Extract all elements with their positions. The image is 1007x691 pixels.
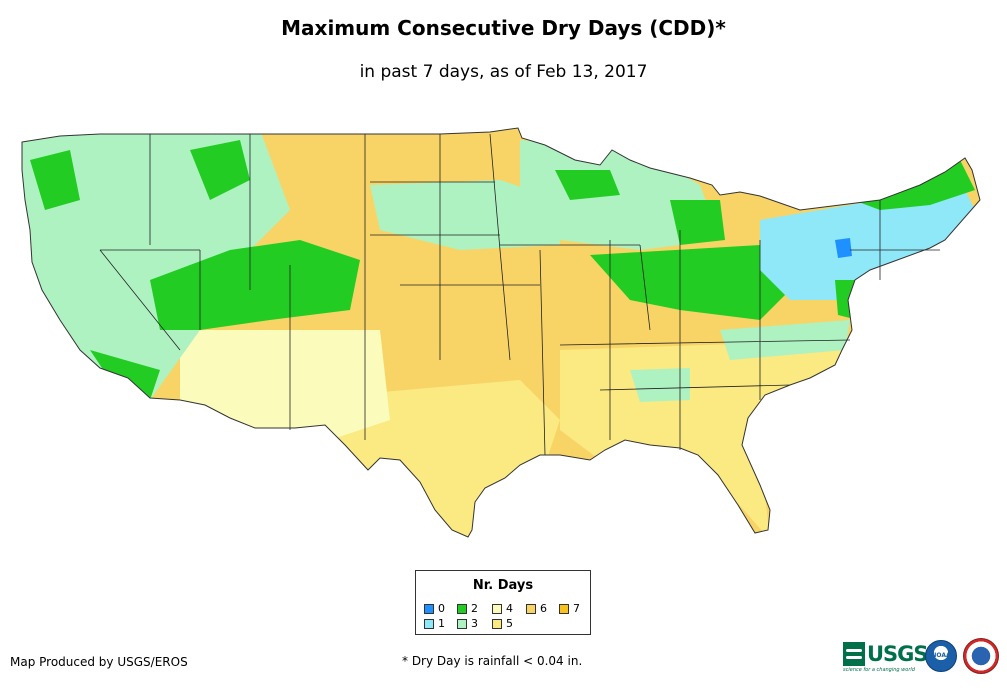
usgs-tagline: science for a changing world [843,667,915,673]
usgs-wave-icon [843,642,865,666]
usgs-logo: USGS science for a changing world [843,642,929,673]
region-pennsylvania-0 [835,238,852,258]
region-desert-southwest [180,330,390,440]
region-colorado-rockies [150,240,360,330]
legend-swatch [424,604,434,614]
region-oregon-green [30,150,80,210]
legend-title: Nr. Days [472,578,534,593]
legend-swatch [424,619,434,629]
legend-swatch [559,604,569,614]
legend-label: 4 [506,602,513,615]
legend-swatch [526,604,536,614]
region-southeast [560,340,850,537]
legend-item-1: 1 [424,618,445,630]
map-title: Maximum Consecutive Dry Days (CDD)* [281,16,726,40]
nws-logo [963,638,999,674]
dry-day-footnote: * Dry Day is rainfall < 0.04 in. [402,654,583,668]
region-california-green [90,350,160,400]
state-boundaries [99,133,940,456]
legend-item-6: 6 [526,603,547,615]
legend-item-3: 3 [457,618,478,630]
legend-label: 3 [471,617,478,630]
region-wisconsin-green [555,170,620,200]
region-ohio-valley [590,245,790,320]
legend-item-5: 5 [492,618,513,630]
legend-item-7: 7 [559,603,580,615]
legend-label: 2 [471,602,478,615]
legend-label: 7 [573,602,580,615]
region-dakotas [370,180,560,250]
legend-item-2: 2 [457,603,478,615]
legend-swatch [492,604,502,614]
legend-item-0: 0 [424,603,445,615]
legend-label: 5 [506,617,513,630]
noaa-logo: NOAA [925,640,957,672]
legend-swatch [457,604,467,614]
region-northeast [760,180,980,300]
usgs-logo-text: USGS [867,642,929,666]
legend-label: 6 [540,602,547,615]
noaa-logo-text: NOAA [931,652,951,659]
map-subtitle: in past 7 days, as of Feb 13, 2017 [359,62,648,82]
region-idaho-green [190,140,250,200]
map-credit: Map Produced by USGS/EROS [10,655,188,669]
legend-label: 0 [438,602,445,615]
region-michigan-green [670,200,725,245]
region-alabama-3 [630,368,690,402]
region-virginia-3 [720,320,850,360]
legend-swatch [492,619,502,629]
legend-swatch [457,619,467,629]
legend-item-4: 4 [492,603,513,615]
legend: Nr. Days 0 1 2 3 4 5 6 7 [415,570,591,635]
legend-label: 1 [438,617,445,630]
